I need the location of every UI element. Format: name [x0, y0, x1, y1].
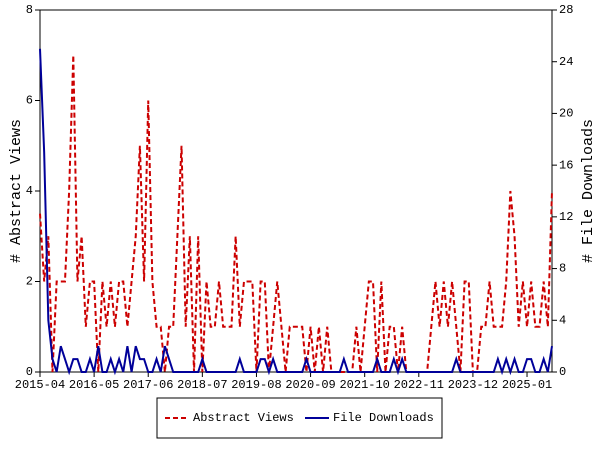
y2-tick-label: 20	[559, 107, 573, 121]
y2-tick-label: 28	[559, 3, 573, 17]
y2-tick-label: 4	[559, 313, 566, 327]
plot-frame	[39, 9, 553, 373]
y2-axis-title: # File Downloads	[580, 119, 597, 263]
y2-tick-label: 16	[559, 158, 573, 172]
x-tick-label: 2023-12	[448, 378, 498, 392]
y-axis-title: # Abstract Views	[8, 119, 25, 263]
y-tick-label: 8	[26, 3, 33, 17]
x-tick-label: 2015-04	[15, 378, 65, 392]
y-tick-label: 6	[26, 94, 33, 108]
y-tick-label: 4	[26, 184, 33, 198]
x-tick-label: 2019-08	[231, 378, 281, 392]
series-line	[39, 48, 553, 376]
y-tick-label: 2	[26, 275, 33, 289]
legend-box	[156, 397, 443, 439]
y2-tick-label: 24	[559, 55, 573, 69]
x-tick-label: 2022-11	[394, 378, 444, 392]
series-line	[39, 55, 553, 373]
y-tick-label: 0	[26, 365, 33, 379]
y2-tick-label: 12	[559, 210, 573, 224]
x-tick-label: 2021-10	[339, 378, 389, 392]
x-tick-label: 2017-06	[123, 378, 173, 392]
legend-label: Abstract Views	[193, 411, 294, 425]
x-tick-label: 2016-05	[69, 378, 119, 392]
x-tick-label: 2018-07	[177, 378, 227, 392]
x-tick-label: 2025-01	[502, 378, 552, 392]
y2-tick-label: 0	[559, 365, 566, 379]
y2-tick-label: 8	[559, 262, 566, 276]
legend-label: File Downloads	[333, 411, 434, 425]
x-tick-label: 2020-09	[285, 378, 335, 392]
